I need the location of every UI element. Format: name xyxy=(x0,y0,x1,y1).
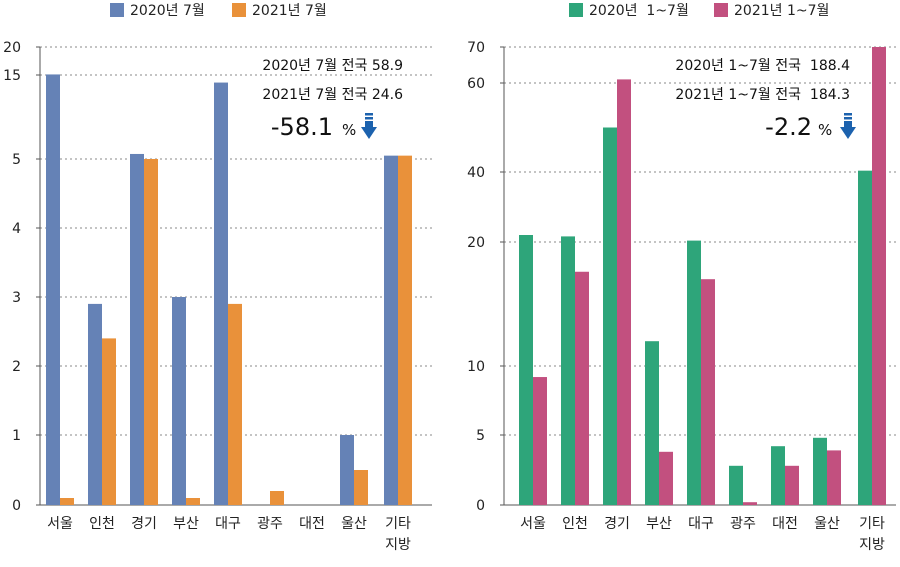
y-tick-label: 70 xyxy=(467,40,485,56)
x-tick-label: 대전 xyxy=(772,516,798,532)
y-tick-label: 20 xyxy=(3,40,21,56)
y-tick-label: 20 xyxy=(467,235,485,251)
bar xyxy=(228,303,242,505)
bar xyxy=(354,470,368,505)
bar xyxy=(701,279,715,505)
x-tick-label: 광주 xyxy=(257,516,283,532)
x-tick-label: 울산 xyxy=(341,516,367,532)
left-change-unit: % xyxy=(342,121,356,139)
x-tick-label: 기타 xyxy=(859,516,885,532)
legend-label-2020-jan-jul: 2020년 1~7월 xyxy=(589,3,689,19)
x-tick-label: 대전 xyxy=(299,516,325,532)
bar xyxy=(785,465,799,505)
bar xyxy=(533,377,547,505)
left-annotation-2020-total: 2020년 7월 전국 58.9 xyxy=(262,58,403,74)
bar xyxy=(827,450,841,505)
bar xyxy=(384,155,398,505)
left-bars xyxy=(46,74,412,505)
bar xyxy=(130,153,144,505)
legend-swatch-2021-july xyxy=(232,3,246,17)
down-arrow-icon xyxy=(361,113,377,139)
bar xyxy=(60,498,74,505)
down-arrow-icon xyxy=(840,113,856,139)
bar xyxy=(813,437,827,505)
y-tick-label: 15 xyxy=(3,68,21,84)
left-annotation-2021-total: 2021년 7월 전국 24.6 xyxy=(262,87,403,103)
bar xyxy=(687,240,701,505)
bar xyxy=(729,465,743,505)
right-chart: 2020년 1~7월 2021년 1~7월 0 5 10 20 40 60 70 서울 인천 경… xyxy=(467,3,896,553)
legend-swatch-2020-jan-jul xyxy=(569,3,583,17)
right-bars xyxy=(519,47,886,506)
y-tick-label: 1 xyxy=(12,428,21,444)
bar xyxy=(645,341,659,505)
left-change-value: -58.1 xyxy=(271,113,333,141)
bar xyxy=(270,491,284,505)
bar xyxy=(575,271,589,505)
y-tick-label: 5 xyxy=(12,152,21,168)
y-tick-label: 3 xyxy=(12,290,21,306)
x-tick-label: 인천 xyxy=(562,516,588,532)
bar xyxy=(872,47,886,505)
bar xyxy=(340,435,354,505)
x-tick-label: 지방 xyxy=(385,537,411,553)
y-tick-label: 40 xyxy=(467,165,485,181)
x-tick-label: 서울 xyxy=(520,516,546,532)
y-tick-label: 10 xyxy=(467,359,485,375)
bar xyxy=(46,74,60,505)
x-tick-label: 지방 xyxy=(859,537,885,553)
x-tick-label: 대구 xyxy=(215,516,241,532)
y-tick-label: 5 xyxy=(476,428,485,444)
bar xyxy=(144,159,158,505)
x-tick-label: 광주 xyxy=(730,516,756,532)
bar xyxy=(398,155,412,505)
left-y-ticks: 0 1 2 3 4 5 15 20 xyxy=(3,40,40,514)
bar xyxy=(858,170,872,506)
x-tick-label: 기타 xyxy=(385,516,411,532)
bar xyxy=(771,446,785,505)
bar xyxy=(617,79,631,506)
right-annotation-2021-total: 2021년 1~7월 전국 184.3 xyxy=(675,87,850,103)
right-annotation-2020-total: 2020년 1~7월 전국 188.4 xyxy=(675,58,850,74)
bar xyxy=(172,297,186,505)
bar xyxy=(561,236,575,505)
bar xyxy=(519,235,533,505)
left-chart: 2020년 7월 2021년 7월 0 1 2 3 4 5 15 20 서울 인천 경기 부산 대구 광… xyxy=(3,3,432,553)
bar xyxy=(88,303,102,505)
x-tick-label: 서울 xyxy=(47,516,73,532)
right-y-ticks: 0 5 10 20 40 60 70 xyxy=(467,40,504,514)
y-tick-label: 60 xyxy=(467,76,485,92)
y-tick-label: 0 xyxy=(476,498,485,514)
x-tick-label: 울산 xyxy=(814,516,840,532)
x-tick-label: 인천 xyxy=(89,516,115,532)
bar xyxy=(743,502,757,505)
x-tick-label: 부산 xyxy=(173,516,199,532)
bar xyxy=(214,82,228,505)
bar xyxy=(659,451,673,505)
bar xyxy=(603,127,617,505)
legend-swatch-2020-july xyxy=(110,3,124,17)
x-tick-label: 경기 xyxy=(604,516,630,532)
legend-label-2021-july: 2021년 7월 xyxy=(252,3,327,19)
y-tick-label: 2 xyxy=(12,359,21,375)
right-change-value: -2.2 xyxy=(765,113,812,141)
x-tick-label: 경기 xyxy=(131,516,157,532)
y-tick-label: 0 xyxy=(12,498,21,514)
legend-swatch-2021-jan-jul xyxy=(714,3,728,17)
y-tick-label: 4 xyxy=(12,221,21,237)
x-tick-label: 부산 xyxy=(646,516,672,532)
bar xyxy=(102,338,116,505)
bar xyxy=(186,498,200,505)
right-change-unit: % xyxy=(818,121,832,139)
x-tick-label: 대구 xyxy=(688,516,714,532)
legend-label-2020-july: 2020년 7월 xyxy=(130,3,205,19)
legend-label-2021-jan-jul: 2021년 1~7월 xyxy=(734,3,829,19)
